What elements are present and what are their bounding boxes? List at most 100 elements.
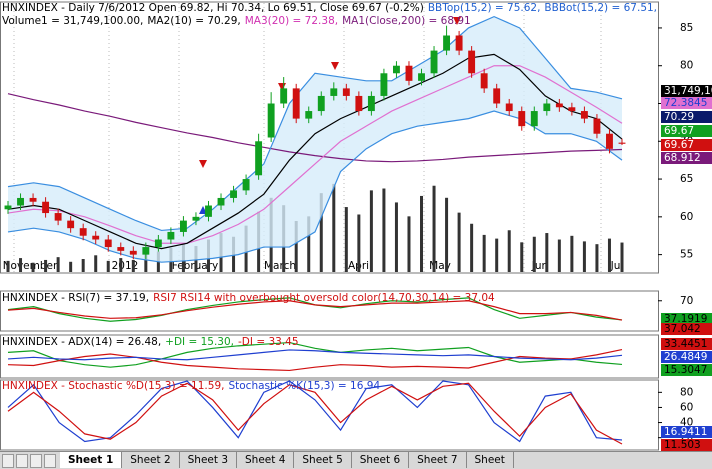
volume-bar — [495, 238, 499, 272]
header-segment: BBTop(15,2) = 75.62, — [428, 2, 541, 14]
candle-body — [606, 133, 613, 149]
sheet-tab[interactable]: Sheet 2 — [122, 452, 180, 468]
volume-bar — [131, 259, 135, 272]
value-tag-label: 69.67 — [664, 125, 694, 137]
volume-bar — [44, 259, 48, 272]
value-tag — [661, 97, 712, 109]
candle-body — [142, 247, 150, 255]
volume-bar — [31, 262, 35, 272]
sheet-tab[interactable]: Sheet 7 — [409, 452, 467, 468]
candle-body — [443, 35, 451, 51]
y-tick-label: 65 — [680, 173, 693, 185]
y-tick-label: 70 — [680, 295, 693, 307]
indicator-line — [7, 15, 623, 232]
y-tick-label: 55 — [680, 249, 693, 261]
candle-body — [117, 247, 125, 251]
candle-body — [305, 111, 313, 119]
sheet-tab[interactable]: Sheet 6 — [352, 452, 410, 468]
nav-first[interactable] — [2, 454, 14, 468]
indicator-line — [7, 53, 623, 250]
y-tick-label: 40 — [680, 417, 693, 429]
sheet-tabs: Sheet 1 Sheet 2 Sheet 3 Sheet 4 Sheet 5 Sheet… — [0, 451, 712, 469]
volume-bar — [407, 216, 411, 272]
panel-header: HNXINDEX - RSI(7) = 37.19, RSI7 RSI14 wit… — [2, 292, 495, 304]
candle-body — [380, 73, 388, 96]
volume-bar — [56, 257, 60, 272]
candle-body — [593, 118, 601, 134]
candle-body — [217, 197, 225, 206]
candle-body — [17, 197, 24, 206]
sheet-tab[interactable]: Sheet 5 — [294, 452, 352, 468]
volume-bar — [432, 185, 436, 272]
volume-bar — [557, 239, 561, 272]
y-tick-label: 80 — [680, 60, 693, 72]
volume-bar — [144, 254, 148, 272]
x-tick-label: November — [3, 260, 58, 272]
candle-body — [230, 190, 237, 198]
candle-body — [468, 50, 476, 74]
candle-body — [393, 65, 400, 74]
value-tag — [661, 351, 712, 363]
candle-body — [29, 197, 37, 202]
sheet-tab[interactable]: Sheet 3 — [180, 452, 238, 468]
value-tag-label: 15.3047 — [664, 364, 707, 376]
volume-bar — [81, 259, 85, 272]
value-tag-label: 69.67 — [664, 139, 694, 151]
candle-body — [92, 235, 100, 240]
indicator-line — [7, 93, 623, 163]
candle-body — [555, 103, 563, 108]
value-tag — [661, 313, 712, 325]
panel-header: HNXINDEX - ADX(14) = 26.48, +DI = 15.30, -… — [2, 336, 299, 348]
volume-bar — [545, 233, 549, 272]
candle-body — [505, 103, 513, 112]
volume-bar — [369, 190, 373, 272]
panel-frame — [0, 334, 659, 379]
sheet-tab[interactable]: Sheet — [467, 452, 514, 468]
candle-body — [618, 142, 626, 144]
candle-body — [192, 216, 200, 221]
value-tag-label: 37.042 — [664, 323, 701, 335]
candle-body — [480, 73, 488, 89]
y-tick-label: 80 — [680, 386, 693, 398]
header-segment: HNXINDEX - Daily 7/6/2012 Open 69.82, Hi… — [2, 2, 424, 14]
header-segment: RSI7 RSI14 with overbought oversold colo… — [153, 292, 495, 304]
volume-bar — [607, 238, 611, 272]
candle-body — [205, 205, 212, 217]
header-segment: MA2(10) = 70.29, — [147, 15, 240, 27]
header-segment: HNXINDEX - Stochastic %D(15,3) = 11.59, — [2, 380, 224, 392]
candle-body — [42, 201, 50, 214]
candle-body — [543, 103, 551, 112]
volume-bar — [294, 220, 298, 272]
candle-body — [530, 111, 538, 127]
candle-body — [179, 220, 187, 232]
header-segment: MA1(Close,200) = 68.91 — [342, 15, 471, 27]
nav-last[interactable] — [44, 454, 56, 468]
volume-bar — [582, 241, 586, 272]
x-tick-label: March — [264, 260, 296, 272]
volume-bar — [482, 234, 486, 272]
volume-bar — [319, 193, 323, 272]
panel-frame — [0, 290, 659, 332]
sheet-tab[interactable]: Sheet 4 — [237, 452, 295, 468]
volume-bar — [94, 255, 98, 272]
candle-body — [242, 179, 250, 191]
candle-body — [54, 213, 62, 221]
candle-body — [79, 228, 87, 236]
sell-arrow — [199, 160, 207, 168]
candle-body — [568, 107, 576, 112]
volume-bar — [307, 216, 311, 272]
chart: 55606570758085November2012FebruaryMarchA… — [0, 0, 712, 451]
value-tag — [661, 85, 712, 97]
panel-frame — [0, 1, 659, 274]
value-tag-label: 16.9411 — [664, 426, 707, 438]
header-segment: MA3(20) = 72.38, — [245, 15, 338, 27]
candle-body — [367, 95, 375, 112]
nav-prev[interactable] — [16, 454, 28, 468]
candle-body — [129, 250, 137, 255]
volume-bar — [394, 202, 398, 272]
volume-bar — [6, 260, 10, 272]
sheet-tab[interactable]: Sheet 1 — [60, 452, 123, 468]
indicator-line — [7, 382, 623, 445]
nav-next[interactable] — [30, 454, 42, 468]
